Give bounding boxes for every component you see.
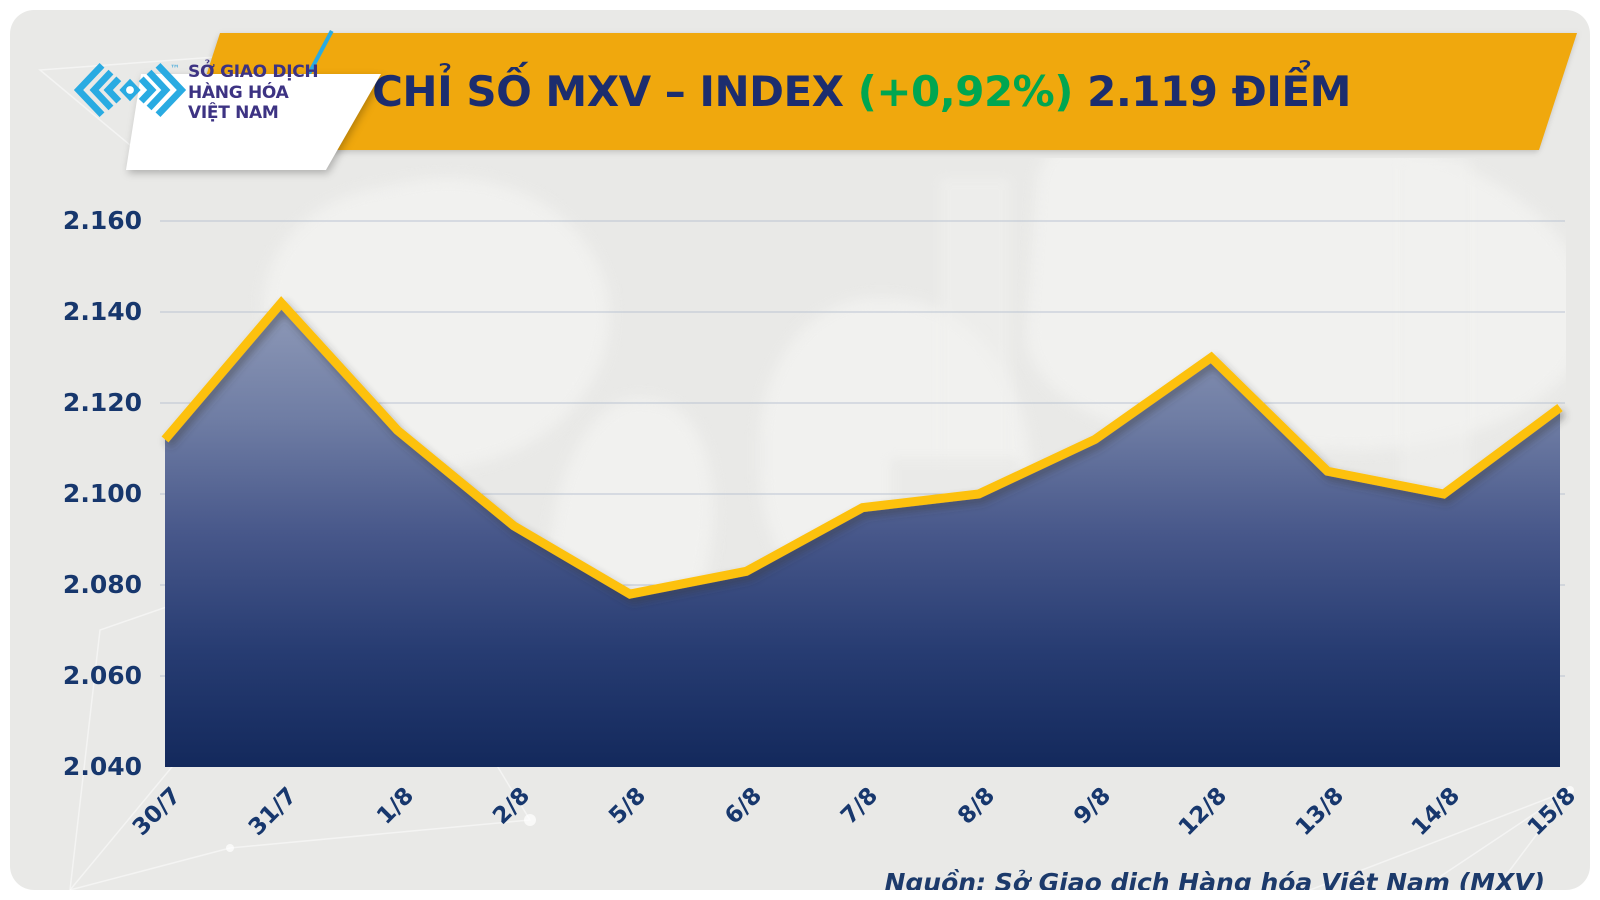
- background-card: 2.160 2.140 2.120 2.100 2.080 2.060 2.04…: [10, 10, 1590, 890]
- y-tick-label: 2.080: [62, 570, 142, 599]
- y-tick-label: 2.140: [62, 297, 142, 326]
- logo-line2: HÀNG HÓA: [188, 82, 289, 103]
- chart-title: CHỈ SỐ MXV – INDEX (+0,92%) 2.119 ĐIỂM: [201, 33, 1558, 150]
- value-line: [161, 296, 1563, 599]
- mxv-index-area-chart: [160, 220, 1565, 767]
- title-change-percent: (+0,92%): [857, 67, 1074, 116]
- source-attribution: Nguồn: Sở Giao dịch Hàng hóa Việt Nam (M…: [884, 868, 1545, 890]
- logo-line3: VIỆT NAM: [188, 103, 279, 123]
- y-tick-label: 2.100: [62, 479, 142, 508]
- logo-text: SỞ GIAO DỊCH HÀNG HÓA VIỆT NAM: [188, 62, 319, 124]
- mxv-logo-icon: [74, 63, 186, 117]
- y-tick-label: 2.060: [62, 661, 142, 690]
- title-main: CHỈ SỐ MXV – INDEX: [372, 67, 858, 116]
- trademark-symbol: ™: [170, 64, 180, 75]
- mxv-logo: ™ SỞ GIAO DỊCH HÀNG HÓA VIỆT NAM: [68, 42, 323, 138]
- area-fill: [165, 302, 1560, 767]
- y-tick-label: 2.160: [62, 206, 142, 235]
- y-tick-label: 2.120: [62, 388, 142, 417]
- title-points: 2.119 ĐIỂM: [1072, 67, 1351, 116]
- y-tick-label: 2.040: [62, 752, 142, 781]
- logo-line1: SỞ GIAO DỊCH: [188, 62, 319, 82]
